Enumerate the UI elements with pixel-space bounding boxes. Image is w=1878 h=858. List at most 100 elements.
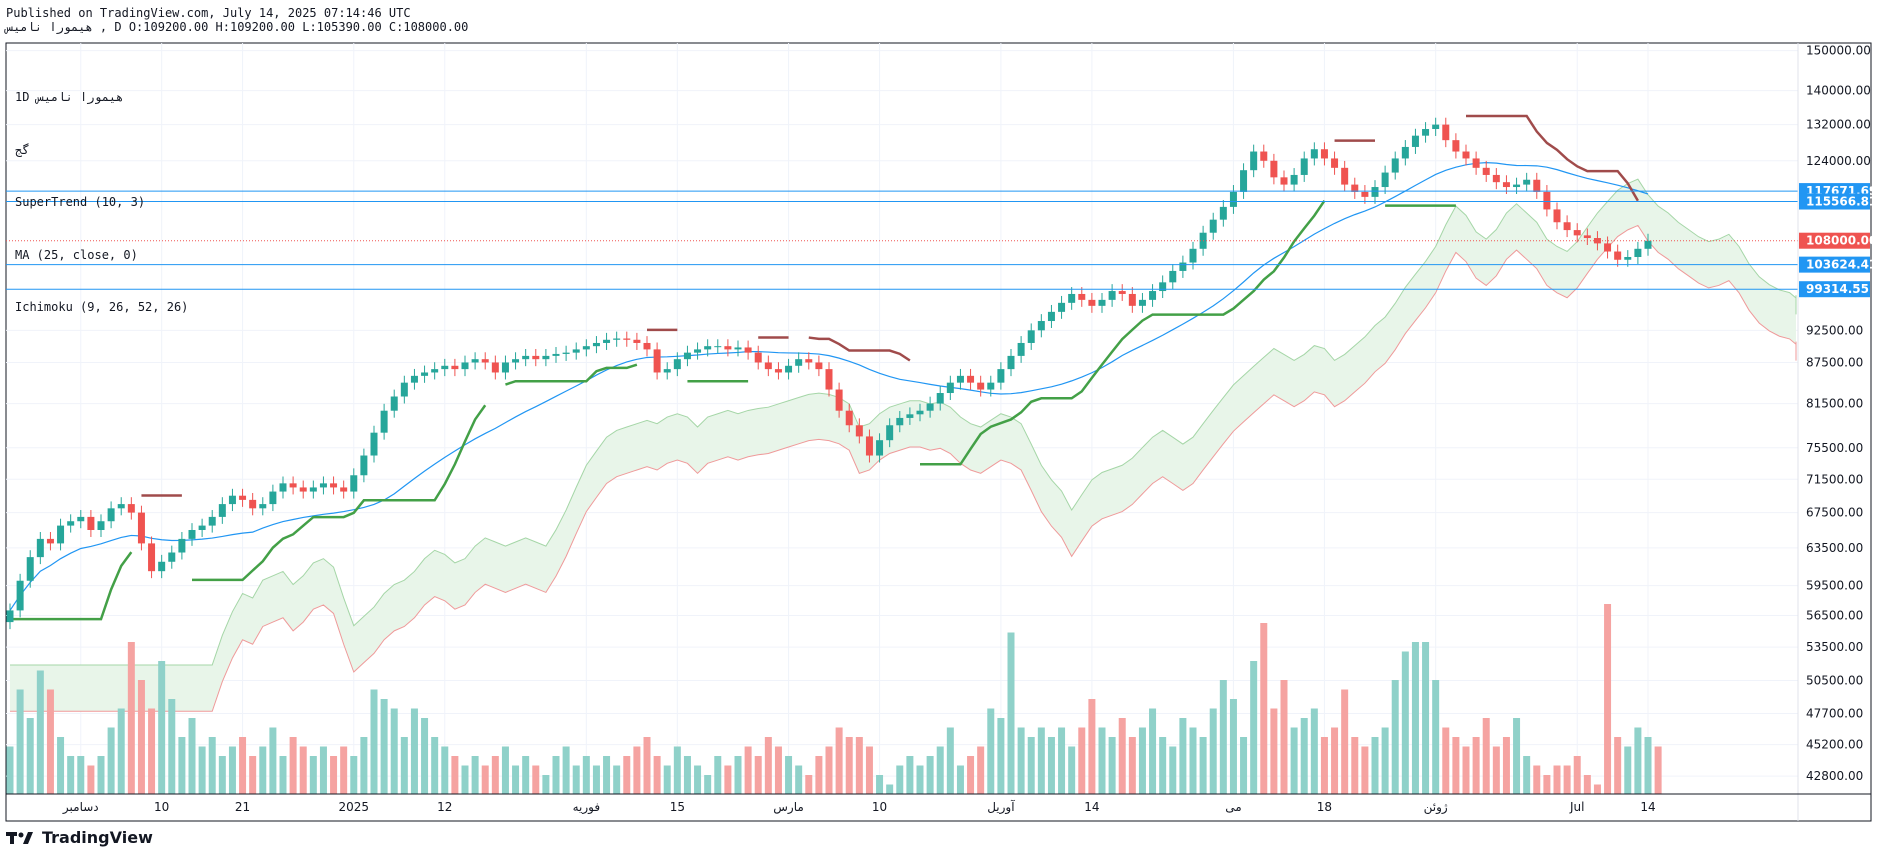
- candle-body: [1027, 330, 1035, 343]
- volume-bar: [1320, 737, 1328, 794]
- volume-bar: [1381, 727, 1389, 794]
- candle-body: [1523, 179, 1531, 185]
- candle-body: [1422, 129, 1430, 136]
- candle-body: [309, 487, 317, 492]
- volume-bar: [239, 737, 247, 794]
- volume-bar: [1614, 737, 1622, 794]
- candle-body: [512, 359, 520, 363]
- candle-body: [16, 580, 24, 611]
- candle-body: [1614, 251, 1622, 260]
- candle-body: [46, 538, 54, 544]
- candle-body: [481, 359, 489, 363]
- price-tick-label: 53500.00: [1806, 640, 1863, 654]
- candle-body: [876, 440, 884, 456]
- candle-body: [815, 362, 823, 370]
- candle-body: [572, 349, 580, 353]
- volume-bar: [1169, 746, 1177, 794]
- volume-bar: [977, 746, 985, 794]
- candle-body: [1017, 342, 1025, 356]
- level-badge: [1799, 193, 1870, 210]
- candle-body: [633, 339, 641, 343]
- candle-body: [1280, 177, 1288, 185]
- volume-bar: [16, 689, 24, 794]
- volume-bar: [987, 708, 995, 794]
- volume-bar: [724, 765, 732, 794]
- volume-bar: [1088, 699, 1096, 794]
- candle-body: [683, 352, 691, 360]
- candle-body: [471, 359, 479, 363]
- volume-bar: [764, 737, 772, 794]
- candle-body: [1088, 299, 1096, 306]
- candle-body: [623, 338, 631, 340]
- candle-body: [1452, 140, 1460, 152]
- volume-bar: [36, 670, 44, 794]
- candle-body: [198, 525, 206, 530]
- price-tick-label: 50500.00: [1806, 673, 1863, 687]
- candle-body: [1118, 291, 1126, 294]
- price-tick-label: 45200.00: [1806, 738, 1863, 752]
- candle-body: [977, 382, 985, 390]
- candle-body: [1229, 191, 1237, 207]
- candle-body: [410, 375, 418, 383]
- candle-body: [1411, 135, 1419, 147]
- legend-ma[interactable]: MA (25, close, 0): [15, 247, 138, 262]
- volume-bar: [67, 756, 75, 794]
- candle-body: [97, 521, 105, 530]
- time-tick-label: 2025: [339, 800, 370, 814]
- volume-bar: [1624, 746, 1632, 794]
- candle-body: [228, 495, 236, 505]
- volume-bar: [926, 756, 934, 794]
- time-tick-label: 10: [154, 800, 169, 814]
- footer-brand: TradingView: [6, 828, 153, 847]
- volume-bar: [107, 727, 115, 794]
- volume-bar: [603, 756, 611, 794]
- volume-bar: [1149, 708, 1157, 794]
- volume-bar: [451, 756, 459, 794]
- volume-bar: [1371, 737, 1379, 794]
- volume-bar: [1442, 727, 1450, 794]
- volume-bar: [1290, 727, 1298, 794]
- volume-bar: [936, 746, 944, 794]
- time-tick-label: 21: [235, 800, 250, 814]
- published-line: Published on TradingView.com, July 14, 2…: [6, 6, 411, 20]
- candle-body: [57, 525, 65, 544]
- volume-bar: [997, 718, 1005, 794]
- candle-body: [148, 543, 156, 572]
- candle-body: [1472, 158, 1480, 168]
- volume-bar: [1553, 765, 1561, 794]
- candle-body: [987, 382, 995, 390]
- volume-bar: [694, 765, 702, 794]
- volume-bar: [1604, 604, 1612, 794]
- candle-body: [441, 365, 449, 370]
- candle-body: [1310, 149, 1318, 159]
- candle-body: [845, 410, 853, 426]
- candle-body: [1462, 151, 1470, 159]
- last-price-label: 108000.00: [1806, 234, 1877, 248]
- volume-bar: [1391, 680, 1399, 794]
- volume-bar: [57, 737, 65, 794]
- ichimoku-cloud: [10, 178, 1797, 712]
- price-tick-label: 132000.00: [1806, 118, 1871, 132]
- price-tick-label: 75500.00: [1806, 441, 1863, 455]
- volume-bar: [865, 746, 873, 794]
- volume-bar: [390, 708, 398, 794]
- price-tick-label: 67500.00: [1806, 506, 1863, 520]
- level-badge-label: 99314.55: [1806, 282, 1869, 296]
- price-tick-label: 71500.00: [1806, 472, 1863, 486]
- volume-bar: [340, 746, 348, 794]
- time-tick-label: 12: [437, 800, 452, 814]
- candle-body: [855, 425, 863, 437]
- ma-line: [9, 162, 1649, 611]
- volume-bar: [825, 746, 833, 794]
- candle-body: [552, 353, 560, 356]
- volume-bar: [46, 689, 54, 794]
- candle-body: [1502, 182, 1510, 188]
- legend-ichimoku[interactable]: Ichimoku (9, 26, 52, 26): [15, 300, 189, 314]
- candle-body: [137, 512, 145, 544]
- volume-bar: [714, 756, 722, 794]
- candle-body: [1078, 293, 1086, 300]
- plot-frame: [5, 42, 1872, 822]
- legend-supertrend[interactable]: SuperTrend (10, 3): [15, 195, 146, 209]
- volume-bar: [1573, 756, 1581, 794]
